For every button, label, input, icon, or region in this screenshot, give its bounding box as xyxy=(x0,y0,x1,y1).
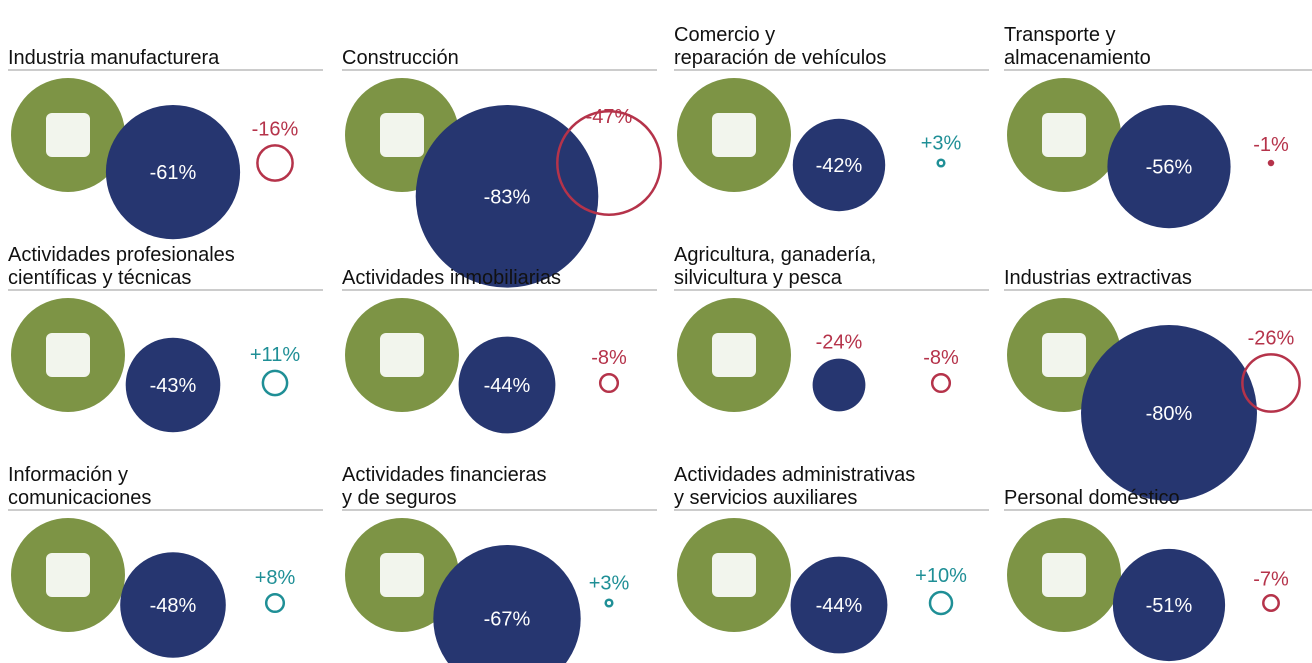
panel-title: Actividades profesionales xyxy=(8,244,235,266)
change-bubble xyxy=(930,372,952,394)
panel: -43% +11% Actividades profesionalescientíf… xyxy=(8,244,323,433)
panel-title: y servicios auxiliares xyxy=(674,487,857,509)
icon xyxy=(1042,113,1086,157)
panel: -51% -7% Personal doméstico xyxy=(1004,487,1312,662)
icon xyxy=(712,333,756,377)
icon xyxy=(380,113,424,157)
panel-title: y de seguros xyxy=(342,487,457,509)
value-label: -44% xyxy=(484,375,531,397)
icon xyxy=(46,113,90,157)
change-label: -1% xyxy=(1253,134,1289,156)
icon xyxy=(712,113,756,157)
icon xyxy=(712,553,756,597)
change-bubble xyxy=(1241,353,1301,413)
change-label: -8% xyxy=(923,347,959,369)
panel-title: reparación de vehículos xyxy=(674,47,886,69)
change-label: -26% xyxy=(1248,327,1295,349)
panel-title: Actividades financieras xyxy=(342,464,547,486)
bubble xyxy=(120,552,226,658)
panel-title: Personal doméstico xyxy=(1004,487,1180,509)
panel: -80% -26% Industrias extractivas xyxy=(1004,267,1312,501)
change-label: -7% xyxy=(1253,568,1289,590)
change-label: +8% xyxy=(255,567,296,589)
panel-title: silvicultura y pesca xyxy=(674,267,843,289)
change-label: -16% xyxy=(252,118,299,140)
icon xyxy=(380,333,424,377)
panel: -24% -8% Agricultura, ganadería,silvicultu… xyxy=(674,244,989,412)
value-label: -24% xyxy=(816,332,863,354)
change-bubble xyxy=(1262,594,1280,612)
panel-title: Industria manufacturera xyxy=(8,47,220,69)
value-label: -44% xyxy=(816,595,863,617)
bubble xyxy=(433,545,581,663)
bubble xyxy=(415,105,599,288)
panel: -83% -47% Construcción xyxy=(342,47,662,288)
panel-title: Construcción xyxy=(342,47,459,69)
icon xyxy=(1042,333,1086,377)
value-label: -83% xyxy=(484,186,531,208)
panel-title: científicas y técnicas xyxy=(8,267,191,289)
panel-title: Actividades inmobiliarias xyxy=(342,267,561,289)
change-bubble xyxy=(261,369,289,397)
change-bubble xyxy=(598,372,620,394)
change-bubble xyxy=(556,110,662,216)
change-label: +11% xyxy=(250,344,300,366)
panel-title: Información y xyxy=(8,464,128,486)
bubble xyxy=(1107,105,1231,229)
panel: -44% -8% Actividades inmobiliarias xyxy=(342,267,657,434)
change-label: +3% xyxy=(589,573,630,595)
change-label: +10% xyxy=(915,565,967,587)
change-label: +3% xyxy=(921,133,962,155)
value-label: -42% xyxy=(816,155,863,177)
bubble xyxy=(125,337,221,433)
panel-title: Transporte y xyxy=(1004,24,1116,46)
value-label: -48% xyxy=(150,595,197,617)
bubble xyxy=(812,358,866,412)
bubble xyxy=(1081,325,1257,501)
panel-title: Industrias extractivas xyxy=(1004,267,1192,289)
change-label: -8% xyxy=(591,347,627,369)
panel-title: Actividades administrativas xyxy=(674,464,915,486)
change-bubble xyxy=(928,590,954,616)
icon xyxy=(380,553,424,597)
value-label: -51% xyxy=(1146,595,1193,617)
value-label: -80% xyxy=(1146,403,1193,425)
value-label: -43% xyxy=(150,375,197,397)
icon xyxy=(46,553,90,597)
bubble xyxy=(792,118,886,212)
bubble xyxy=(458,336,556,434)
value-label: -67% xyxy=(484,609,531,631)
bubble xyxy=(105,105,241,240)
icon xyxy=(1042,553,1086,597)
bubble xyxy=(790,556,888,654)
panel-title: comunicaciones xyxy=(8,487,151,509)
change-label: -47% xyxy=(586,106,633,128)
bubble xyxy=(1112,548,1226,662)
panel: -61% -16% Industria manufacturera xyxy=(8,47,323,240)
change-bubble xyxy=(604,598,614,608)
panel-title: Agricultura, ganadería, xyxy=(674,244,876,266)
panel-title: Comercio y xyxy=(674,24,775,46)
change-bubble xyxy=(936,158,946,168)
panel-title: almacenamiento xyxy=(1004,47,1151,69)
value-label: -56% xyxy=(1146,157,1193,179)
value-label: -61% xyxy=(150,162,197,184)
icon xyxy=(46,333,90,377)
change-bubble xyxy=(256,144,294,182)
change-bubble xyxy=(264,592,286,614)
change-bubble xyxy=(1267,159,1275,167)
